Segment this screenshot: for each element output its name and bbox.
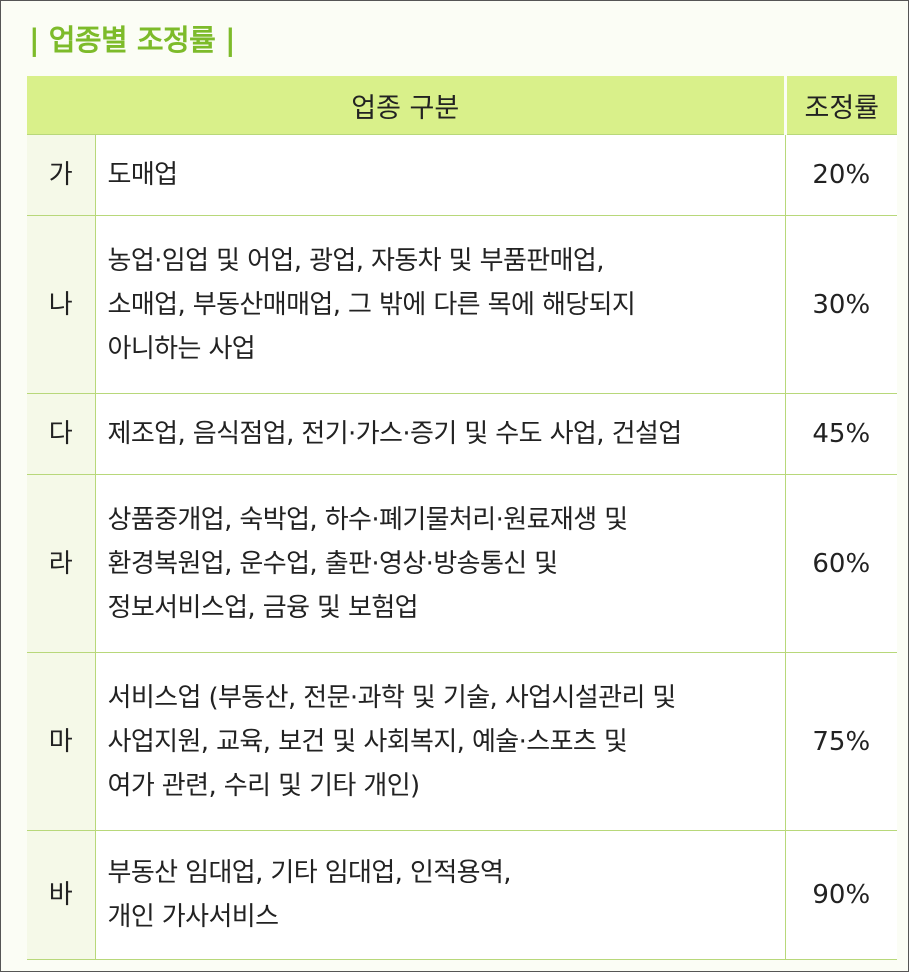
row-rate: 60% — [785, 474, 898, 653]
row-code: 마 — [27, 652, 96, 831]
row-code: 가 — [27, 134, 96, 216]
description-line: 소매업, 부동산매매업, 그 밖에 다른 목에 해당되지 — [107, 289, 636, 320]
description-line: 아니하는 사업 — [107, 333, 256, 364]
row-description: 상품중개업, 숙박업, 하수·폐기물처리·원료재생 및 환경복원업, 운수업, … — [95, 474, 786, 653]
row-rate: 75% — [785, 652, 898, 831]
row-rate: 90% — [785, 830, 898, 960]
row-description: 농업·임업 및 어업, 광업, 자동차 및 부품판매업, 소매업, 부동산매매업… — [95, 215, 786, 394]
table-row: 바 부동산 임대업, 기타 임대업, 인적용역, 개인 가사서비스 90% — [27, 830, 898, 960]
row-rate: 20% — [785, 134, 898, 216]
table-row: 가 도매업 20% — [27, 134, 898, 216]
table-header-row: 업종 구분 조정률 — [27, 76, 898, 135]
description-line: 상품중개업, 숙박업, 하수·폐기물처리·원료재생 및 — [107, 504, 629, 535]
description-line: 서비스업 (부동산, 전문·과학 및 기술, 사업시설관리 및 — [107, 682, 677, 713]
row-code: 바 — [27, 830, 96, 960]
row-description: 부동산 임대업, 기타 임대업, 인적용역, 개인 가사서비스 — [95, 830, 786, 960]
row-description: 서비스업 (부동산, 전문·과학 및 기술, 사업시설관리 및 사업지원, 교육… — [95, 652, 786, 831]
table-row: 나 농업·임업 및 어업, 광업, 자동차 및 부품판매업, 소매업, 부동산매… — [27, 215, 898, 394]
row-code: 라 — [27, 474, 96, 653]
row-description: 제조업, 음식점업, 전기·가스·증기 및 수도 사업, 건설업 — [95, 393, 786, 475]
row-code: 다 — [27, 393, 96, 475]
description-line: 부동산 임대업, 기타 임대업, 인적용역, — [107, 858, 512, 888]
description-line: 농업·임업 및 어업, 광업, 자동차 및 부품판매업, — [107, 245, 605, 276]
row-rate: 30% — [785, 215, 898, 394]
description-line: 환경복원업, 운수업, 출판·영상·방송통신 및 — [107, 548, 559, 579]
table-row: 다 제조업, 음식점업, 전기·가스·증기 및 수도 사업, 건설업 45% — [27, 393, 898, 475]
page-title: | 업종별 조정률 | — [29, 23, 236, 57]
description-line: 정보서비스업, 금융 및 보험업 — [107, 592, 419, 623]
table-row: 라 상품중개업, 숙박업, 하수·폐기물처리·원료재생 및 환경복원업, 운수업… — [27, 474, 898, 653]
header-rate: 조정률 — [783, 76, 898, 135]
rate-table: 업종 구분 조정률 가 도매업 20% 나 농업·임업 및 어업, 광업, 자동… — [27, 76, 898, 960]
description-line: 개인 가사서비스 — [107, 902, 280, 932]
description-line: 제조업, 음식점업, 전기·가스·증기 및 수도 사업, 건설업 — [107, 419, 683, 449]
description-line: 여가 관련, 수리 및 기타 개인) — [107, 770, 421, 801]
row-rate: 45% — [785, 393, 898, 475]
row-code: 나 — [27, 215, 96, 394]
description-line: 사업지원, 교육, 보건 및 사회복지, 예술·스포츠 및 — [107, 726, 628, 757]
table-row: 마 서비스업 (부동산, 전문·과학 및 기술, 사업시설관리 및 사업지원, … — [27, 652, 898, 831]
description-line: 도매업 — [107, 160, 179, 190]
header-category: 업종 구분 — [27, 76, 786, 135]
row-description: 도매업 — [95, 134, 786, 216]
